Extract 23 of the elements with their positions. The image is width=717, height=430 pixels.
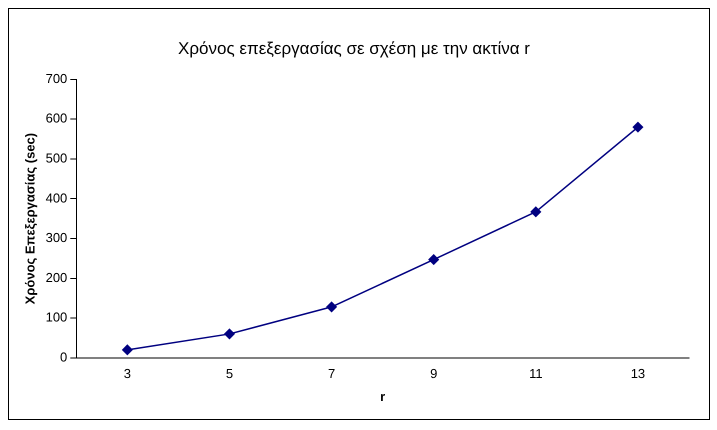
y-tick-label: 100	[46, 310, 68, 325]
x-tick-label: 5	[226, 366, 234, 382]
point	[122, 344, 133, 356]
x-tick-label: 7	[328, 366, 336, 382]
y-axis-title: Χρόνος Επεξεργασίας (sec)	[22, 132, 38, 304]
x-tick-label: 3	[124, 366, 131, 382]
y-tick-label: 500	[46, 150, 68, 166]
x-axis-title: r	[380, 388, 386, 404]
x-tick-label: 13	[630, 366, 646, 382]
point	[530, 206, 542, 218]
y-tick-label: 200	[46, 270, 68, 285]
y-tick-label: 600	[46, 110, 68, 126]
y-tick-label: 0	[60, 349, 68, 364]
x-tick-label: 9	[430, 366, 438, 382]
point	[632, 122, 644, 132]
y-tick-label: 400	[46, 190, 68, 206]
point	[326, 302, 337, 312]
x-tick-label: 11	[529, 366, 543, 382]
point	[224, 328, 235, 340]
y-tick-label: 700	[46, 70, 68, 86]
chart-title: Χρόνος επεξεργασίας σε σχέση με την ακτίνα r	[178, 38, 530, 58]
point	[428, 254, 439, 265]
y-tick-label: 300	[46, 230, 68, 246]
